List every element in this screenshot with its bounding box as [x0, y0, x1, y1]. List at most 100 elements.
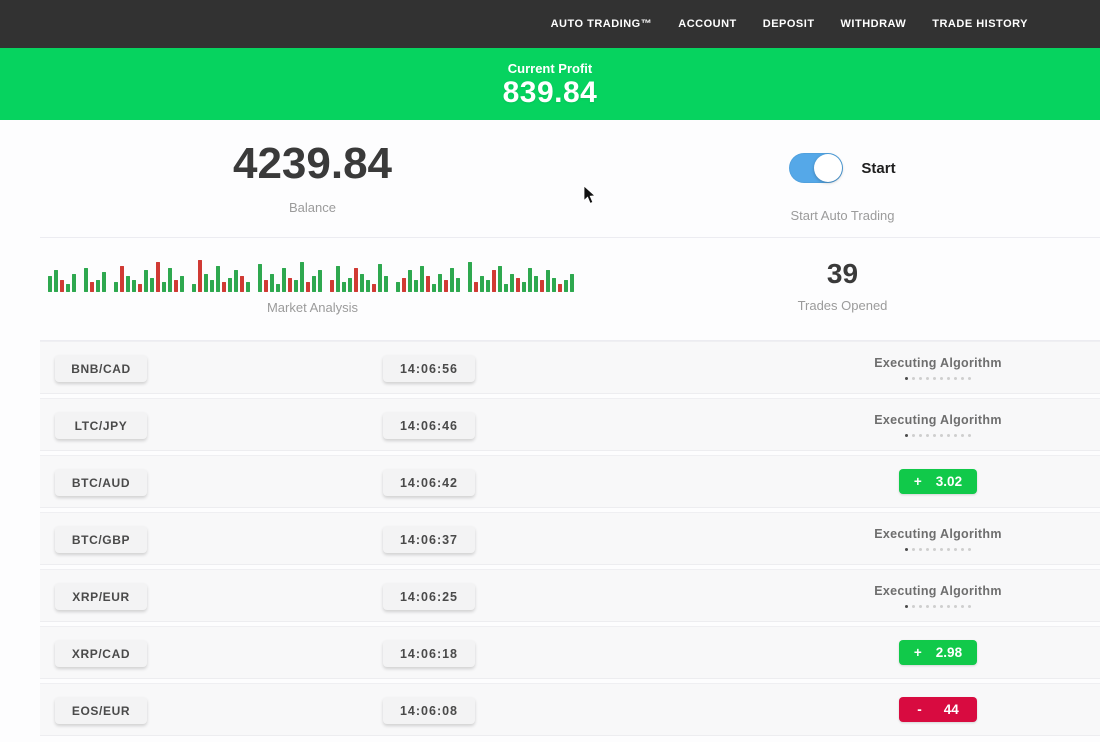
progress-dot	[968, 547, 971, 551]
trade-time-chip: 14:06:25	[383, 583, 475, 610]
candle-bar	[65, 284, 70, 292]
candle-bar	[71, 274, 76, 292]
candle-bar	[467, 262, 472, 292]
progress-dot	[933, 547, 936, 551]
result-amount: 44	[943, 702, 959, 717]
progress-dot	[940, 433, 943, 437]
candle-bar	[293, 280, 298, 292]
trade-pair-chip[interactable]: EOS/EUR	[55, 697, 147, 724]
candle-bar	[407, 270, 412, 292]
candle-bar	[521, 282, 526, 292]
progress-dot	[926, 604, 929, 608]
candle-bar	[239, 276, 244, 292]
candle-bar	[191, 284, 196, 292]
market-analysis-chart	[47, 254, 578, 292]
candle-bar	[95, 280, 100, 292]
nav-item-withdraw[interactable]: WITHDRAW	[840, 18, 907, 30]
toggle-knob-icon	[814, 154, 843, 182]
candle-bar	[197, 260, 202, 292]
result-sign: +	[913, 645, 922, 660]
trade-status-cell: +2.98	[828, 627, 1048, 678]
progress-dot	[940, 376, 943, 380]
nav-item-account[interactable]: ACCOUNT	[678, 18, 737, 30]
candle-bar	[209, 280, 214, 292]
candle-bar	[281, 268, 286, 292]
auto-trading-block: Start Start Auto Trading	[585, 140, 1100, 237]
progress-dot	[919, 547, 922, 551]
candle-bar	[143, 270, 148, 292]
trade-result-badge: +3.02	[899, 469, 977, 494]
trades-opened-value: 39	[826, 258, 859, 289]
trade-row: BNB/CAD 14:06:56 Executing Algorithm	[40, 341, 1100, 394]
progress-dot	[905, 376, 908, 380]
progress-dot	[947, 547, 950, 551]
candle-bar	[473, 282, 478, 292]
trade-row: XRP/EUR 14:06:25 Executing Algorithm	[40, 569, 1100, 622]
executing-algorithm-label: Executing Algorithm	[874, 412, 1002, 427]
progress-dot	[926, 547, 929, 551]
candle-bar	[365, 280, 370, 292]
trade-pair-chip[interactable]: BTC/AUD	[55, 469, 147, 496]
candle-bar	[425, 276, 430, 292]
progress-dot	[933, 604, 936, 608]
candle-bar	[257, 264, 262, 292]
progress-dot	[905, 547, 908, 551]
candle-bar	[413, 280, 418, 292]
candle-bar	[395, 282, 400, 292]
candle-bar	[569, 274, 574, 292]
candle-bar	[317, 270, 322, 292]
balance-block: 4239.84 Balance	[40, 139, 585, 237]
nav-item-deposit[interactable]: DEPOSIT	[762, 18, 815, 30]
trade-pair-chip[interactable]: BNB/CAD	[55, 355, 147, 382]
trades-opened-block: 39 Trades Opened	[585, 254, 1100, 340]
candle-bar	[59, 280, 64, 292]
start-auto-trading-caption: Start Auto Trading	[790, 208, 895, 223]
progress-dot	[968, 433, 971, 437]
candle-bar	[269, 274, 274, 292]
trade-pair-chip[interactable]: BTC/GBP	[55, 526, 147, 553]
progress-dot	[961, 433, 964, 437]
progress-dot	[926, 376, 929, 380]
section-divider	[40, 237, 1100, 238]
candle-bar	[455, 278, 460, 292]
candle-bar	[245, 282, 250, 292]
balance-value: 4239.84	[232, 139, 393, 188]
trade-row: XRP/CAD 14:06:18 +2.98	[40, 626, 1100, 679]
candle-bar	[539, 280, 544, 292]
candle-bar	[113, 282, 118, 292]
trade-row: BTC/AUD 14:06:42 +3.02	[40, 455, 1100, 508]
result-amount: 3.02	[935, 474, 963, 489]
candle-bar	[527, 268, 532, 292]
progress-dots	[905, 604, 971, 608]
progress-dots	[905, 433, 971, 437]
auto-trading-toggle[interactable]	[789, 153, 844, 183]
candle-bar	[503, 284, 508, 292]
trade-time-chip: 14:06:18	[383, 640, 475, 667]
progress-dot	[919, 376, 922, 380]
progress-dot	[954, 376, 957, 380]
trade-row: LTC/JPY 14:06:46 Executing Algorithm	[40, 398, 1100, 451]
candle-bar	[47, 276, 52, 292]
progress-dot	[912, 604, 915, 608]
candle-bar	[383, 276, 388, 292]
nav-item-auto-trading[interactable]: AUTO TRADING™	[550, 18, 653, 30]
candle-bar	[359, 274, 364, 292]
candle-bar	[557, 284, 562, 292]
trade-pair-chip[interactable]: XRP/EUR	[55, 583, 147, 610]
candle-bar	[161, 282, 166, 292]
progress-dot	[919, 433, 922, 437]
current-profit-value: 839.84	[502, 75, 598, 109]
candle-bar	[485, 280, 490, 292]
toggle-start-label: Start	[861, 159, 896, 177]
trade-pair-chip[interactable]: LTC/JPY	[55, 412, 147, 439]
candle-bar	[533, 276, 538, 292]
trade-pair-chip[interactable]: XRP/CAD	[55, 640, 147, 667]
trade-status-cell: - 44	[828, 684, 1048, 735]
candle-bar	[149, 278, 154, 292]
candle-bar	[563, 280, 568, 292]
nav-item-trade-history[interactable]: TRADE HISTORY	[932, 18, 1028, 30]
trade-status-cell: Executing Algorithm	[828, 399, 1048, 450]
candle-bar	[203, 274, 208, 292]
candle-bar	[275, 284, 280, 292]
candle-bar	[137, 284, 142, 292]
